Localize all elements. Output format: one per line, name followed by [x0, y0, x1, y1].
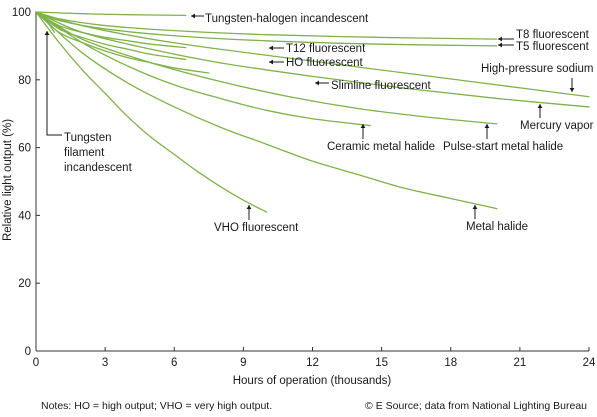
annotation-label-line: High-pressure sodium [481, 63, 594, 75]
x-tick-label: 3 [102, 357, 108, 369]
annotation-pulse-start-metal-halide: Pulse-start metal halide [443, 124, 563, 153]
annotation-label: Tungsten-halogen incandescent [205, 13, 369, 25]
annotation-label-line: T8 fluorescent [516, 29, 590, 41]
annotation-label-line: Slimline fluorescent [331, 80, 432, 92]
annotation-arrowhead [315, 80, 319, 86]
annotation-arrow-shaft [46, 31, 62, 136]
annotation-tungsten-halogen-incandescent: Tungsten-halogen incandescent [191, 13, 369, 25]
y-tick-label: 0 [25, 346, 31, 358]
annotation-label: High-pressure sodium [481, 63, 594, 75]
annotation-label-line: VHO fluorescent [214, 222, 299, 234]
annotation-label-line: Mercury vapor [520, 120, 594, 132]
annotation-label-line: Tungsten [64, 132, 112, 144]
annotation-label-line: Pulse-start metal halide [443, 141, 563, 153]
source-credit: © E Source; data from National Lighting … [365, 400, 587, 412]
series-line-vho-fluorescent [35, 11, 268, 213]
annotation-arrowhead [498, 42, 502, 48]
x-tick-label: 18 [444, 357, 457, 369]
x-tick-label: 12 [306, 357, 319, 369]
x-tick-label: 24 [583, 357, 596, 369]
annotation-arrowhead [360, 124, 366, 128]
series-line-metal-halide [35, 11, 498, 210]
annotation-vho-fluorescent: VHO fluorescent [214, 205, 299, 234]
series-line-ceramic-metal-halide [35, 11, 371, 127]
x-tick-label: 15 [375, 357, 388, 369]
series-line-slimline-fluorescent [35, 11, 210, 74]
annotation-arrowhead [246, 205, 252, 209]
series-line-high-pressure-sodium [35, 11, 590, 98]
annotation-arrowhead [191, 13, 195, 19]
x-tick-label: 6 [171, 357, 177, 369]
annotation-arrowhead [569, 88, 575, 92]
annotation-label: Metal halide [466, 221, 528, 233]
series-line-t12-fluorescent [35, 11, 187, 49]
annotation-slimline-fluorescent: Slimline fluorescent [315, 80, 432, 92]
annotation-metal-halide: Metal halide [466, 205, 528, 233]
y-tick-label: 80 [18, 75, 31, 87]
notes-text: Notes: HO = high output; VHO = very high… [41, 400, 273, 412]
annotation-label-line: Ceramic metal halide [327, 141, 435, 153]
annotation-arrowhead [269, 45, 273, 51]
annotation-layer: Tungsten-halogen incandescent T8 fluoresc… [44, 13, 594, 234]
series-line-t5-fluorescent [35, 11, 498, 47]
annotation-label-line: T5 fluorescent [516, 41, 590, 53]
annotation-ho-fluorescent: HO fluorescent [269, 57, 364, 69]
series-line-tungsten-halogen-incandescent [35, 11, 187, 17]
annotation-arrowhead [269, 59, 273, 65]
series-line-ho-fluorescent [35, 11, 187, 61]
annotation-label: VHO fluorescent [214, 222, 299, 234]
annotation-label: T5 fluorescent [516, 41, 590, 53]
x-axis-label: Hours of operation (thousands) [233, 375, 392, 387]
series-line-pulse-start-metal-halide [35, 11, 498, 125]
series-line-t8-fluorescent [35, 11, 498, 40]
annotation-ceramic-metal-halide: Ceramic metal halide [327, 124, 435, 153]
annotation-label: Tungsten filament incandescent [64, 132, 133, 174]
annotation-label: T12 fluorescent [286, 43, 366, 55]
x-tick-label: 9 [240, 357, 246, 369]
y-tick-label: 100 [12, 7, 31, 19]
annotation-label-line: filament [64, 147, 105, 159]
y-axis-label: Relative light output (%) [2, 119, 14, 241]
annotation-label: Slimline fluorescent [331, 80, 432, 92]
annotation-label: T8 fluorescent [516, 29, 590, 41]
annotation-label-line: incandescent [64, 162, 133, 174]
y-tick-label: 40 [18, 210, 31, 222]
annotation-arrowhead [44, 31, 50, 35]
y-tick-label: 60 [18, 143, 31, 155]
annotation-label-line: T12 fluorescent [286, 43, 366, 55]
annotation-arrowhead [498, 36, 502, 42]
annotation-tungsten-filament-incandescent: Tungsten filament incandescent [44, 31, 133, 174]
annotation-mercury-vapor: Mercury vapor [520, 104, 594, 132]
annotation-label: Pulse-start metal halide [443, 141, 563, 153]
annotation-label: HO fluorescent [286, 57, 364, 69]
annotation-arrowhead [472, 205, 478, 209]
axes: 0 3 6 9 12 15 18 21 24 0 20 40 60 80 100 [12, 7, 596, 369]
annotation-t8-fluorescent: T8 fluorescent [498, 29, 590, 42]
annotation-label-line: Tungsten-halogen incandescent [205, 13, 369, 25]
y-tick-label: 20 [18, 278, 31, 290]
annotation-label: Mercury vapor [520, 120, 594, 132]
x-tick-label: 0 [33, 357, 39, 369]
annotation-t12-fluorescent: T12 fluorescent [269, 43, 366, 55]
series-line-mercury-vapor [35, 11, 590, 108]
annotation-label-line: Metal halide [466, 221, 528, 233]
series-layer [35, 11, 590, 213]
annotation-label: Ceramic metal halide [327, 141, 435, 153]
annotation-arrowhead [484, 124, 490, 128]
annotation-t5-fluorescent: T5 fluorescent [498, 41, 590, 53]
annotation-high-pressure-sodium: High-pressure sodium [481, 63, 594, 92]
annotation-label-line: HO fluorescent [286, 57, 364, 69]
x-tick-label: 21 [513, 357, 526, 369]
annotation-arrowhead [537, 104, 543, 108]
